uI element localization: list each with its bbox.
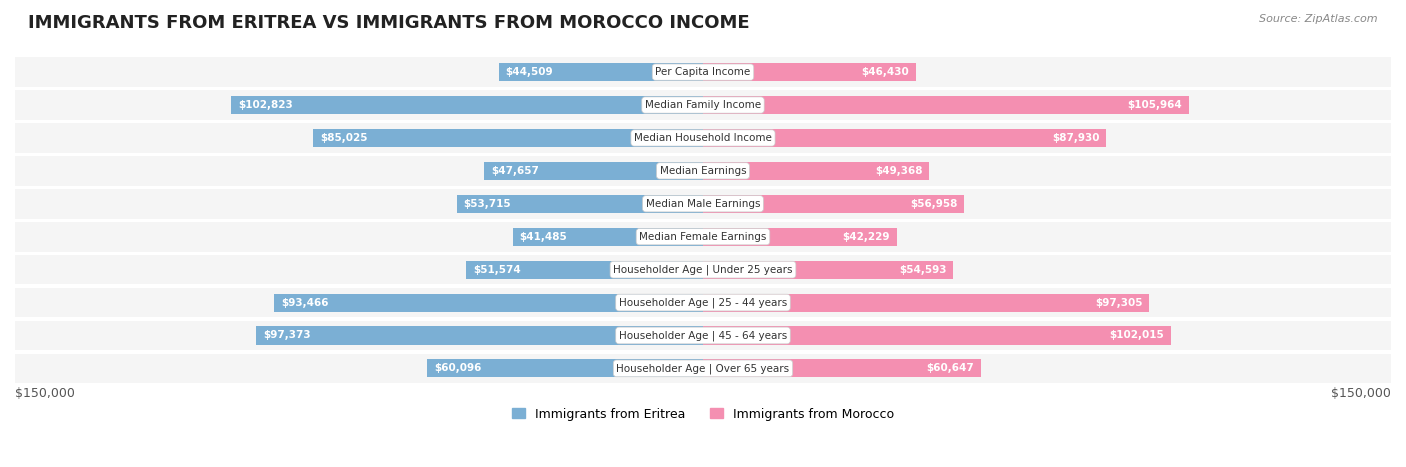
- Bar: [314, 129, 703, 147]
- Bar: [703, 326, 1171, 345]
- Text: $44,509: $44,509: [506, 67, 554, 77]
- Text: Median Household Income: Median Household Income: [634, 133, 772, 143]
- Text: $54,593: $54,593: [898, 265, 946, 275]
- Bar: [485, 162, 703, 180]
- Bar: [15, 222, 1391, 252]
- Bar: [232, 96, 703, 114]
- Bar: [15, 123, 1391, 153]
- Text: Householder Age | Under 25 years: Householder Age | Under 25 years: [613, 264, 793, 275]
- Bar: [703, 228, 897, 246]
- Text: $97,373: $97,373: [263, 331, 311, 340]
- Bar: [513, 228, 703, 246]
- Text: $60,647: $60,647: [927, 363, 974, 374]
- Bar: [15, 90, 1391, 120]
- Text: IMMIGRANTS FROM ERITREA VS IMMIGRANTS FROM MOROCCO INCOME: IMMIGRANTS FROM ERITREA VS IMMIGRANTS FR…: [28, 14, 749, 32]
- Text: $42,229: $42,229: [842, 232, 890, 242]
- Bar: [703, 129, 1107, 147]
- Bar: [427, 359, 703, 377]
- Text: $51,574: $51,574: [474, 265, 522, 275]
- Bar: [703, 359, 981, 377]
- Bar: [703, 162, 929, 180]
- Bar: [703, 195, 965, 213]
- Text: Per Capita Income: Per Capita Income: [655, 67, 751, 77]
- Text: $105,964: $105,964: [1128, 100, 1182, 110]
- Bar: [703, 63, 915, 81]
- Text: $49,368: $49,368: [875, 166, 922, 176]
- Bar: [15, 255, 1391, 284]
- Bar: [15, 321, 1391, 350]
- Text: $41,485: $41,485: [520, 232, 568, 242]
- Bar: [15, 189, 1391, 219]
- Bar: [15, 57, 1391, 87]
- Text: $53,715: $53,715: [464, 199, 512, 209]
- Bar: [274, 293, 703, 311]
- Text: Median Earnings: Median Earnings: [659, 166, 747, 176]
- Bar: [703, 96, 1189, 114]
- Text: Householder Age | Over 65 years: Householder Age | Over 65 years: [616, 363, 790, 374]
- Text: $102,015: $102,015: [1109, 331, 1164, 340]
- Legend: Immigrants from Eritrea, Immigrants from Morocco: Immigrants from Eritrea, Immigrants from…: [508, 403, 898, 425]
- Text: $56,958: $56,958: [910, 199, 957, 209]
- Bar: [256, 326, 703, 345]
- Text: $93,466: $93,466: [281, 297, 329, 308]
- Text: $46,430: $46,430: [862, 67, 910, 77]
- Bar: [15, 156, 1391, 186]
- Text: Median Female Earnings: Median Female Earnings: [640, 232, 766, 242]
- Text: $60,096: $60,096: [434, 363, 482, 374]
- Bar: [15, 354, 1391, 383]
- Text: $47,657: $47,657: [491, 166, 538, 176]
- Bar: [499, 63, 703, 81]
- Bar: [457, 195, 703, 213]
- Text: $150,000: $150,000: [1331, 387, 1391, 399]
- Bar: [703, 261, 953, 279]
- Bar: [467, 261, 703, 279]
- Text: Median Family Income: Median Family Income: [645, 100, 761, 110]
- Text: Householder Age | 45 - 64 years: Householder Age | 45 - 64 years: [619, 330, 787, 341]
- Text: $85,025: $85,025: [321, 133, 367, 143]
- Text: Source: ZipAtlas.com: Source: ZipAtlas.com: [1260, 14, 1378, 24]
- Text: Median Male Earnings: Median Male Earnings: [645, 199, 761, 209]
- Bar: [703, 293, 1149, 311]
- Bar: [15, 288, 1391, 318]
- Text: $87,930: $87,930: [1052, 133, 1099, 143]
- Text: $97,305: $97,305: [1095, 297, 1143, 308]
- Text: $102,823: $102,823: [238, 100, 292, 110]
- Text: $150,000: $150,000: [15, 387, 75, 399]
- Text: Householder Age | 25 - 44 years: Householder Age | 25 - 44 years: [619, 297, 787, 308]
